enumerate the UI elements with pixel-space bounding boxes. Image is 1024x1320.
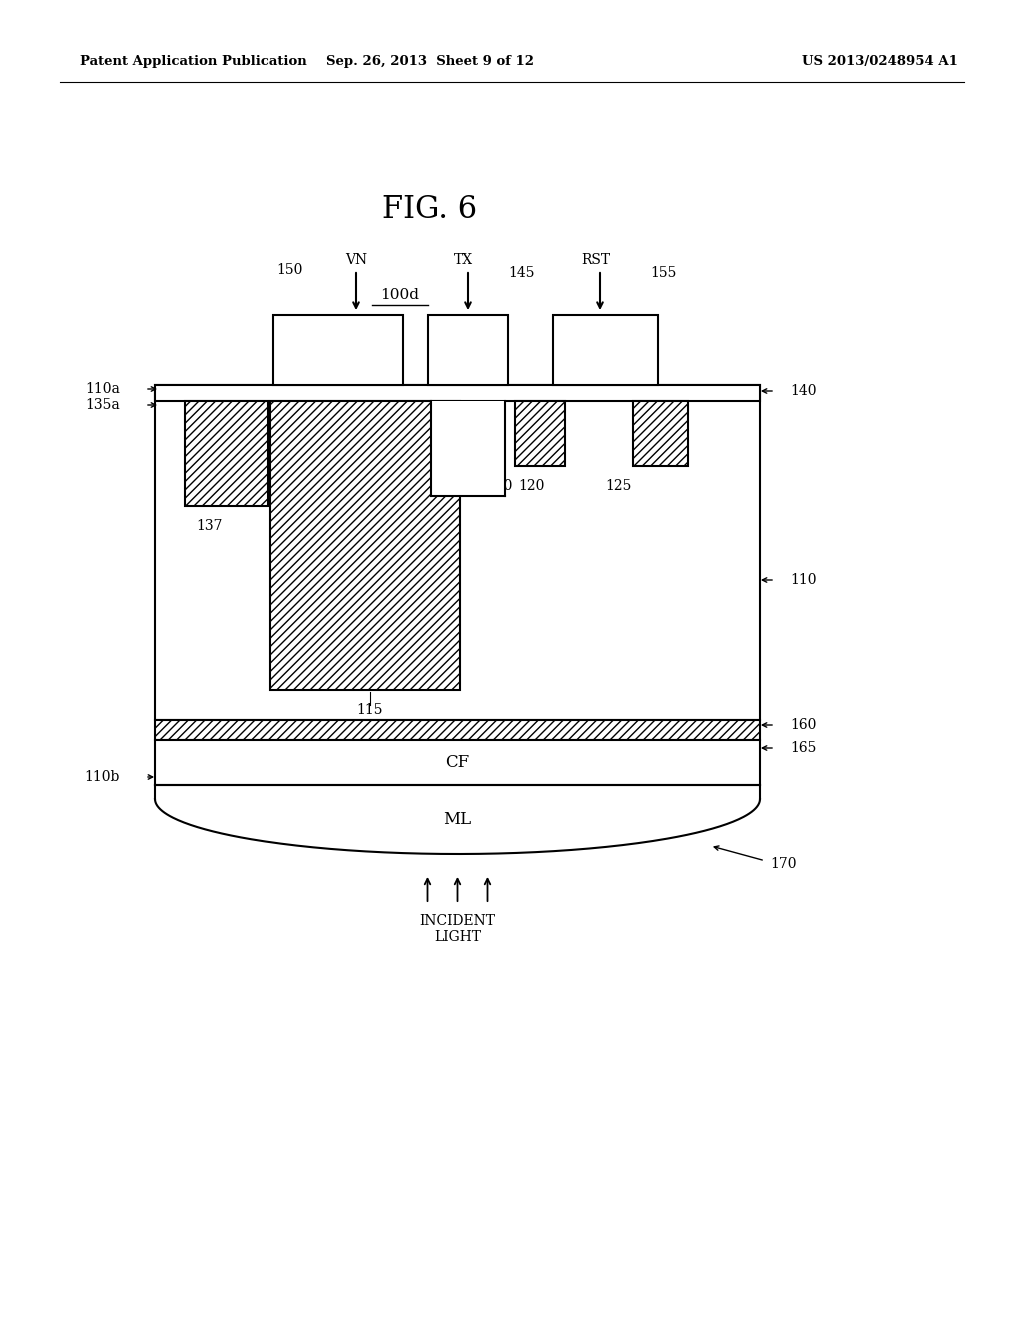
Text: STI: STI: [216, 429, 238, 442]
Text: LIGHT: LIGHT: [434, 931, 481, 944]
Text: PD: PD: [352, 536, 378, 554]
Text: 155: 155: [650, 267, 677, 280]
Bar: [428, 315, 508, 385]
Text: 135a: 135a: [85, 399, 120, 412]
Text: 170: 170: [770, 857, 797, 871]
Text: 165: 165: [790, 741, 816, 755]
Text: SG: SG: [326, 342, 350, 359]
Text: 137: 137: [197, 519, 223, 533]
Text: 160: 160: [790, 718, 816, 733]
Text: Sep. 26, 2013  Sheet 9 of 12: Sep. 26, 2013 Sheet 9 of 12: [326, 55, 534, 69]
Text: VN: VN: [345, 253, 367, 267]
Bar: [155, 719, 760, 741]
Text: FD: FD: [530, 426, 549, 440]
Text: INCIDENT: INCIDENT: [420, 913, 496, 928]
Text: ML: ML: [443, 812, 472, 829]
Text: RST: RST: [582, 253, 610, 267]
Text: 115: 115: [356, 704, 383, 717]
Text: FIG. 6: FIG. 6: [382, 194, 477, 226]
Text: 110a: 110a: [85, 381, 120, 396]
Text: RG: RG: [593, 342, 618, 359]
Text: Patent Application Publication: Patent Application Publication: [80, 55, 307, 69]
Text: 150: 150: [276, 263, 303, 277]
Text: TG: TG: [456, 342, 480, 359]
Text: 140: 140: [790, 384, 816, 399]
Bar: [155, 741, 760, 785]
Bar: [185, 401, 268, 506]
Text: US 2013/0248954 A1: US 2013/0248954 A1: [802, 55, 957, 69]
Bar: [270, 401, 460, 690]
Bar: [633, 401, 688, 466]
Bar: [273, 315, 403, 385]
Text: 130: 130: [486, 479, 512, 492]
Text: 125: 125: [605, 479, 632, 492]
Bar: [155, 385, 760, 401]
Text: 145: 145: [508, 267, 535, 280]
Bar: [515, 401, 565, 466]
Bar: [553, 315, 658, 385]
Text: 110: 110: [790, 573, 816, 587]
Text: 110b: 110b: [85, 770, 120, 784]
Text: CF: CF: [445, 754, 470, 771]
Text: 120: 120: [518, 479, 545, 492]
Bar: [155, 385, 760, 719]
Text: RD: RD: [650, 426, 671, 440]
Bar: [431, 401, 505, 496]
Text: 100d: 100d: [381, 288, 420, 302]
Text: TX: TX: [454, 253, 472, 267]
